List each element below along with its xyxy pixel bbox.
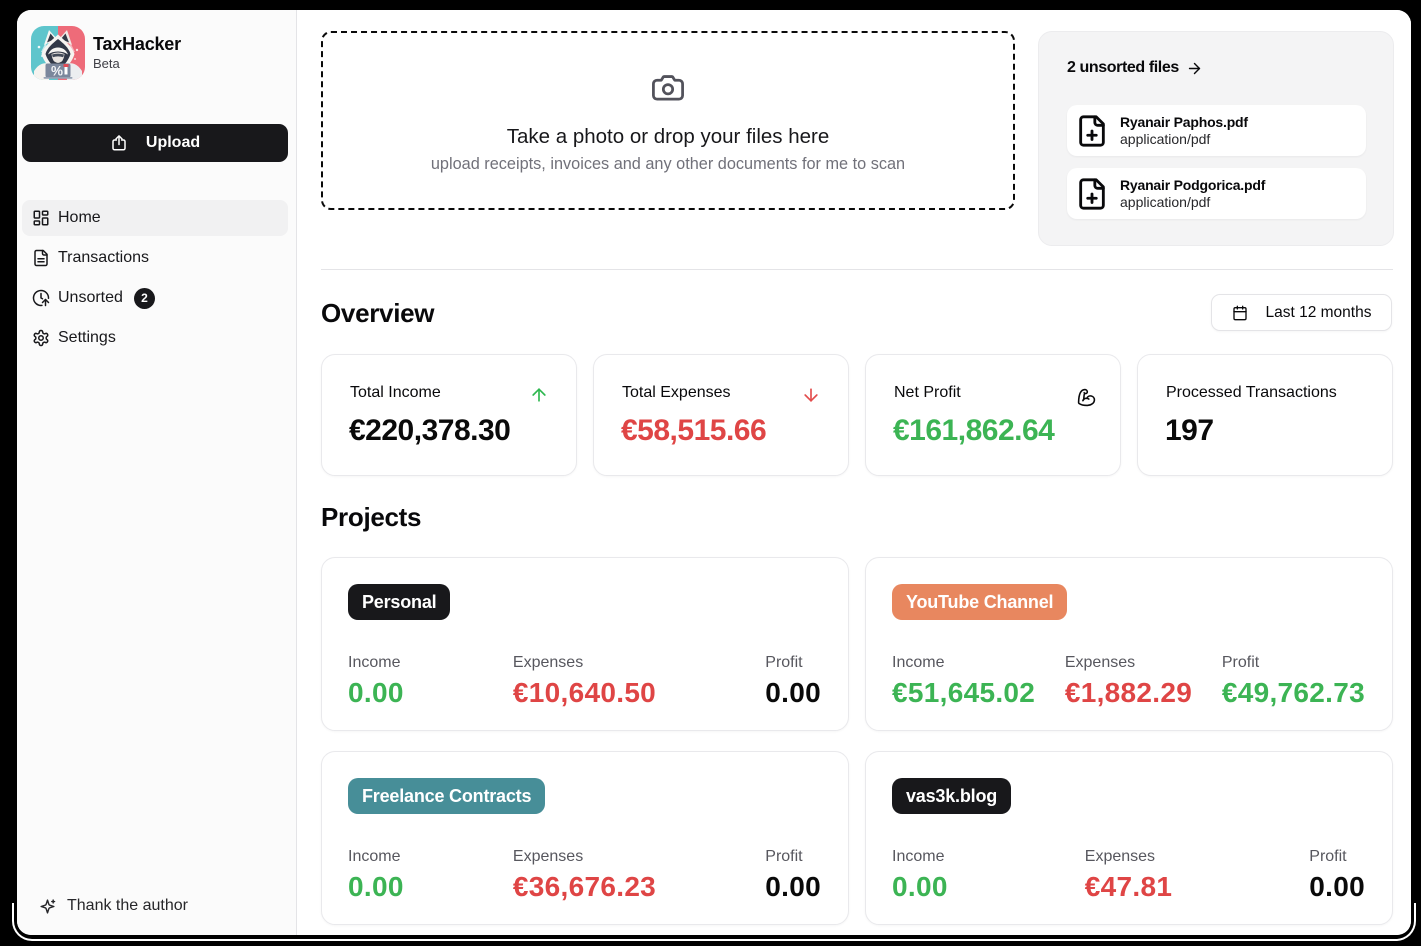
svg-text:%: %	[51, 64, 63, 79]
